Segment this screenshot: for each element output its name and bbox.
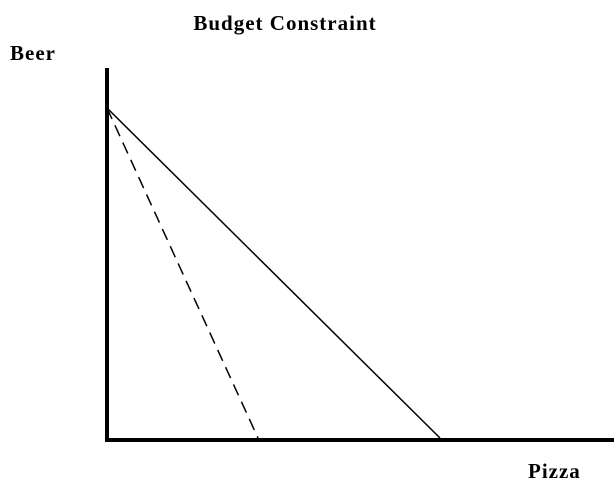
budget-line bbox=[106, 107, 441, 439]
new-budget-line bbox=[106, 107, 259, 439]
y-axis-label: Beer bbox=[10, 41, 56, 65]
x-axis-label: Pizza bbox=[528, 459, 581, 480]
title: Budget Constraint bbox=[193, 11, 376, 35]
